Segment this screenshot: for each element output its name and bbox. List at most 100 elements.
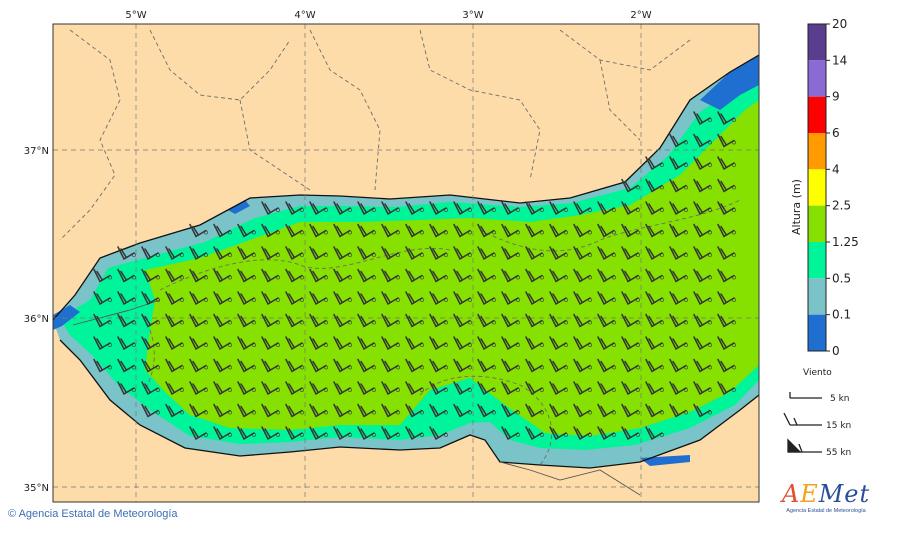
- admin-borders: [59, 29, 741, 466]
- wind-barb: [189, 336, 208, 351]
- wind-barb: [357, 426, 376, 441]
- wind-barb: [285, 268, 304, 283]
- wind-barb: [669, 381, 688, 396]
- wind-barb: [453, 336, 472, 351]
- wind-barb: [453, 313, 472, 328]
- wind-barb: [309, 291, 328, 306]
- wind-barb: [189, 426, 208, 441]
- colorbar-segment: [808, 314, 826, 351]
- wind-barb: [429, 201, 448, 216]
- wind-barb: [357, 291, 376, 306]
- colorbar-tick-label: 9: [832, 90, 840, 104]
- wind-barb: [381, 358, 400, 373]
- wind-barb: [309, 223, 328, 238]
- wind-barb: [189, 268, 208, 283]
- wind-barb: [669, 313, 688, 328]
- credit-label: Agencia Estatal de Meteorología: [18, 508, 178, 520]
- wind-barb: [573, 313, 592, 328]
- wind-barb: [597, 426, 616, 441]
- wind-barb: [501, 201, 520, 216]
- wind-barb: [501, 403, 520, 418]
- wind-barbs: [93, 111, 736, 441]
- wind-barb: [381, 268, 400, 283]
- wind-barb: [261, 223, 280, 238]
- wind-barb: [717, 291, 736, 306]
- colorbar-segment: [808, 60, 826, 97]
- wind-barb: [333, 358, 352, 373]
- wind-barb: [93, 291, 112, 306]
- wind-barb: [357, 336, 376, 351]
- wind-barb: [501, 313, 520, 328]
- wind-barb: [597, 336, 616, 351]
- wind-barb: [381, 426, 400, 441]
- wind-barb: [117, 358, 136, 373]
- wind-barb: [525, 313, 544, 328]
- wind-legend-label-5kn: 5 kn: [830, 394, 850, 404]
- wind-barb: [669, 246, 688, 261]
- wind-barb: [357, 381, 376, 396]
- wind-barb: [237, 426, 256, 441]
- credit-text: © Agencia Estatal de Meteorología: [8, 508, 178, 520]
- wind-barb: [477, 336, 496, 351]
- wind-barb: [573, 403, 592, 418]
- wind-barb: [405, 246, 424, 261]
- wind-barb: [621, 313, 640, 328]
- wind-barb: [93, 358, 112, 373]
- colorbar-frame: [807, 23, 827, 352]
- wind-barb: [645, 313, 664, 328]
- wind-barb: [717, 381, 736, 396]
- wind-barb: [597, 223, 616, 238]
- wind-legend-barb-15kn: [783, 412, 822, 426]
- wind-barb: [333, 201, 352, 216]
- wind-barb: [213, 336, 232, 351]
- wind-barb: [261, 246, 280, 261]
- wind-barb: [453, 291, 472, 306]
- wind-barb: [333, 426, 352, 441]
- wind-barb: [549, 201, 568, 216]
- wind-barb: [645, 178, 664, 193]
- wind-barb: [141, 381, 160, 396]
- wind-barb: [717, 246, 736, 261]
- wind-barb: [597, 201, 616, 216]
- wind-barb: [405, 336, 424, 351]
- wind-barb: [141, 246, 160, 261]
- lon-label-4w: 4°W: [294, 10, 315, 21]
- wind-legend-label-55kn: 55 kn: [826, 448, 851, 458]
- wind-barb: [525, 358, 544, 373]
- map-frame: [52, 23, 760, 503]
- wind-barb: [693, 223, 712, 238]
- colorbar-segment: [808, 24, 826, 61]
- wind-barb: [621, 291, 640, 306]
- sea-calm-patch-w: [53, 305, 80, 330]
- wind-barb: [285, 358, 304, 373]
- wind-barb: [693, 111, 712, 126]
- wind-barb: [189, 291, 208, 306]
- colorbar-segment: [808, 205, 826, 242]
- wind-barb: [645, 381, 664, 396]
- wind-barb: [213, 403, 232, 418]
- wind-barb: [621, 246, 640, 261]
- wind-barb: [717, 358, 736, 373]
- wind-barb: [213, 426, 232, 441]
- wind-barb: [429, 403, 448, 418]
- wind-barb: [357, 223, 376, 238]
- wind-barb: [597, 313, 616, 328]
- wind-barb: [645, 426, 664, 441]
- wind-barb: [285, 246, 304, 261]
- wind-barb: [213, 291, 232, 306]
- wind-barb: [477, 291, 496, 306]
- wind-barb: [549, 403, 568, 418]
- wind-barb: [501, 268, 520, 283]
- wind-barb: [453, 268, 472, 283]
- wind-barb: [141, 336, 160, 351]
- wind-barb: [717, 178, 736, 193]
- wind-barb: [525, 201, 544, 216]
- wind-barb: [309, 336, 328, 351]
- wind-barb: [333, 313, 352, 328]
- colorbar-segment: [808, 133, 826, 170]
- wind-barb: [333, 381, 352, 396]
- wind-barb: [693, 381, 712, 396]
- wind-barb: [333, 223, 352, 238]
- wind-barb: [189, 403, 208, 418]
- wind-barb: [645, 156, 664, 171]
